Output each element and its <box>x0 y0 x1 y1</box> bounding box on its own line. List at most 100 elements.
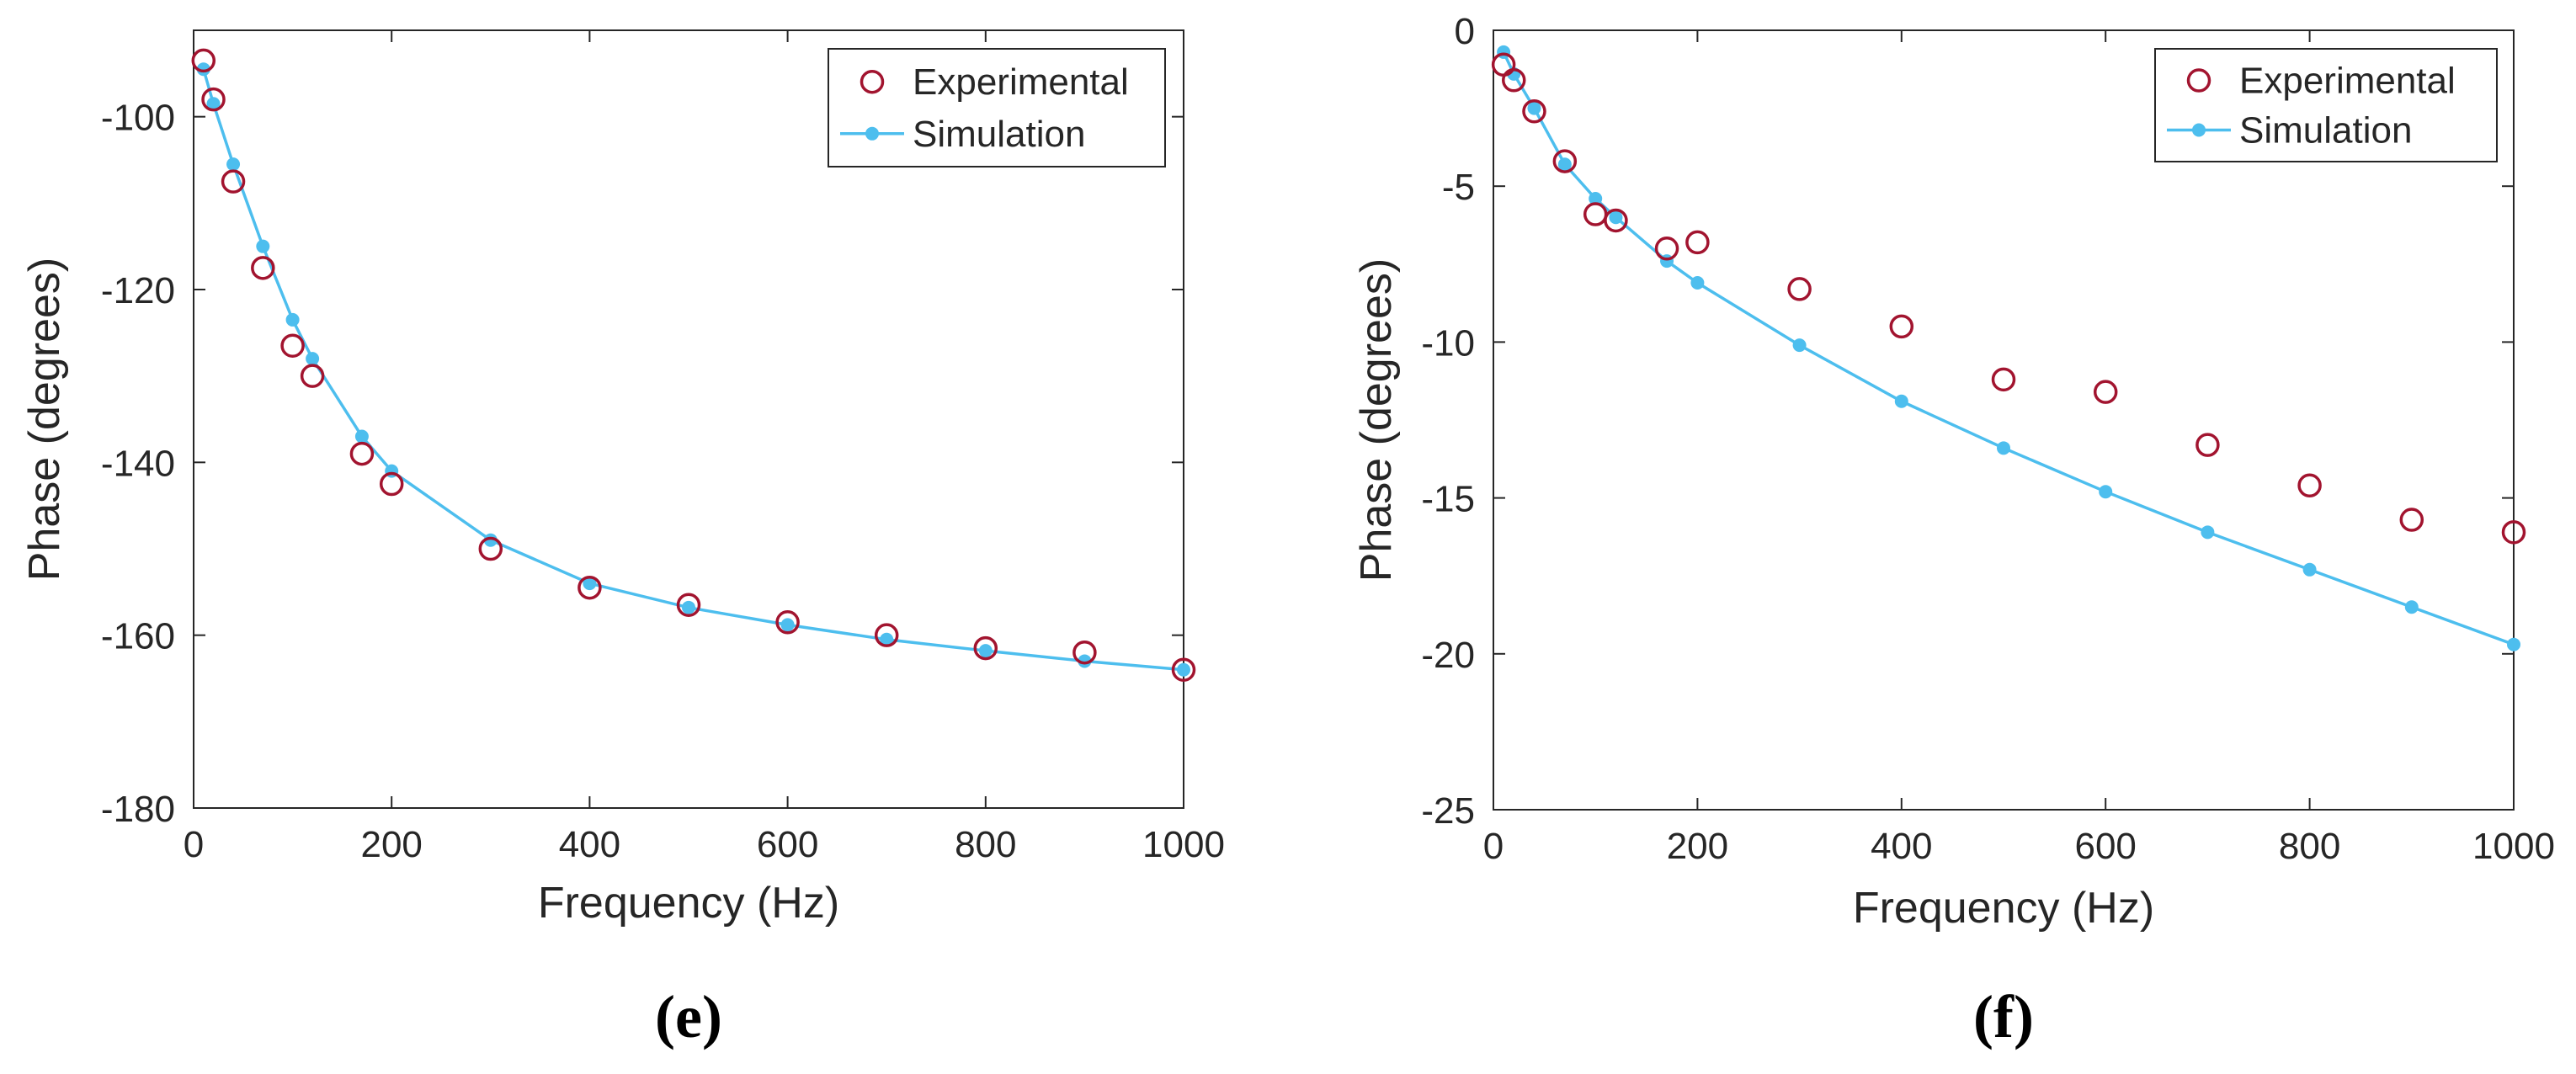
experimental-point <box>577 575 602 600</box>
y-tick-label: -140 <box>101 443 175 484</box>
simulation-point <box>880 632 894 646</box>
simulation-point <box>2507 637 2520 651</box>
simulation-point <box>226 157 241 172</box>
y-tick-label: -15 <box>1421 479 1475 520</box>
simulation-point <box>1609 210 1623 225</box>
experimental-point <box>1171 657 1196 682</box>
legend-simulation-label: Simulation <box>2239 109 2412 151</box>
simulation-point <box>1690 276 1705 290</box>
chart-panel-e: 0 200 400 600 800 1000 -180 -160 -140 -120 -100 Fre… <box>20 29 1225 1050</box>
simulation-point <box>1527 101 1541 115</box>
experimental-point <box>874 623 899 647</box>
experimental-point <box>201 87 226 112</box>
y-tick-label: -180 <box>101 789 175 830</box>
experimental-point <box>775 610 800 635</box>
simulation-point <box>206 97 221 111</box>
experimental-point <box>300 364 325 388</box>
simulation-point <box>2099 485 2113 499</box>
legend-experimental-marker <box>2186 68 2211 93</box>
y-tick-label: -25 <box>1421 790 1475 832</box>
x-tick-label: 0 <box>1483 826 1504 867</box>
legend-box <box>828 48 1166 167</box>
y-tick-label: -120 <box>101 270 175 311</box>
axes-frame <box>1493 29 2515 811</box>
y-axis-label: Phase (degrees) <box>20 258 69 581</box>
panel-label: (e) <box>655 983 722 1050</box>
x-tick-label: 400 <box>559 824 620 865</box>
experimental-point <box>1501 68 1526 93</box>
legend-simulation-marker <box>2192 123 2206 137</box>
experimental-point <box>280 333 305 358</box>
x-tick-label: 800 <box>955 824 1016 865</box>
experimental-point <box>2399 508 2424 532</box>
x-tick-label: 800 <box>2279 826 2340 867</box>
experimental-point <box>251 256 275 280</box>
simulation-point <box>483 533 498 547</box>
experimental-point <box>1991 367 2016 392</box>
experimental-point <box>2501 520 2526 545</box>
data-layer <box>1491 45 2526 651</box>
legend-simulation-marker <box>865 126 879 141</box>
experimental-point <box>1604 208 1628 233</box>
x-tick-label: 200 <box>360 824 422 865</box>
panel-label: (f) <box>1973 983 2034 1050</box>
y-tick-label: -10 <box>1421 322 1475 364</box>
x-tick-label: 200 <box>1667 826 1728 867</box>
axes-frame <box>193 29 1184 809</box>
simulation-point <box>1792 338 1807 353</box>
x-axis-label: Frequency (Hz) <box>1853 884 2154 933</box>
legend-simulation-label: Simulation <box>913 114 1085 155</box>
y-tick-label: -160 <box>101 616 175 657</box>
simulation-line <box>202 68 1184 672</box>
simulation-point <box>1557 157 1572 172</box>
simulation-point <box>682 600 695 614</box>
simulation-point <box>1894 394 1908 408</box>
legend-box <box>2154 48 2498 162</box>
simulation-point <box>583 577 597 591</box>
x-tick-label: 1000 <box>1142 824 1225 865</box>
experimental-point <box>2093 380 2118 404</box>
x-axis-label: Frequency (Hz) <box>538 879 839 928</box>
experimental-point <box>1787 277 1812 301</box>
simulation-point <box>306 352 320 366</box>
simulation-point <box>256 239 270 253</box>
experimental-point <box>1522 99 1546 124</box>
y-axis-label: Phase (degrees) <box>1352 258 1401 582</box>
experimental-point <box>1583 202 1608 226</box>
chart-panel-f: 0 200 400 600 800 1000 -25 -20 -15 -10 -5 0 Frequenc… <box>1352 11 2555 1050</box>
x-tick-label: 1000 <box>2472 826 2555 867</box>
experimental-point <box>1552 149 1578 173</box>
experimental-point <box>2195 433 2220 457</box>
data-layer <box>191 48 1196 682</box>
legend: Experimental Simulation <box>828 48 1166 167</box>
y-tick-label: -20 <box>1421 635 1475 676</box>
experimental-point <box>478 536 503 561</box>
legend-experimental-label: Experimental <box>913 61 1129 103</box>
experimental-point <box>1072 640 1097 665</box>
simulation-point <box>1589 192 1603 206</box>
legend-experimental-label: Experimental <box>2239 61 2456 102</box>
y-tick-label: -5 <box>1442 167 1475 208</box>
simulation-point <box>1177 662 1190 677</box>
legend-experimental-marker <box>860 69 885 94</box>
simulation-point <box>285 312 300 327</box>
legend: Experimental Simulation <box>2154 48 2498 162</box>
simulation-point <box>196 62 210 77</box>
experimental-point <box>1889 314 1914 339</box>
experimental-point <box>2297 473 2322 498</box>
simulation-point <box>2201 525 2215 540</box>
simulation-point <box>1997 441 2010 455</box>
x-tick-label: 600 <box>757 824 818 865</box>
experimental-point <box>379 471 404 497</box>
simulation-point <box>2302 562 2317 577</box>
y-tick-label: 0 <box>1455 11 1475 52</box>
x-tick-label: 0 <box>184 824 204 865</box>
simulation-point <box>978 644 993 658</box>
x-tick-label: 600 <box>2074 826 2136 867</box>
experimental-point <box>676 593 701 617</box>
simulation-point <box>354 429 369 444</box>
experimental-point <box>1685 230 1710 255</box>
simulation-line <box>1502 51 2515 646</box>
simulation-point <box>780 618 795 632</box>
